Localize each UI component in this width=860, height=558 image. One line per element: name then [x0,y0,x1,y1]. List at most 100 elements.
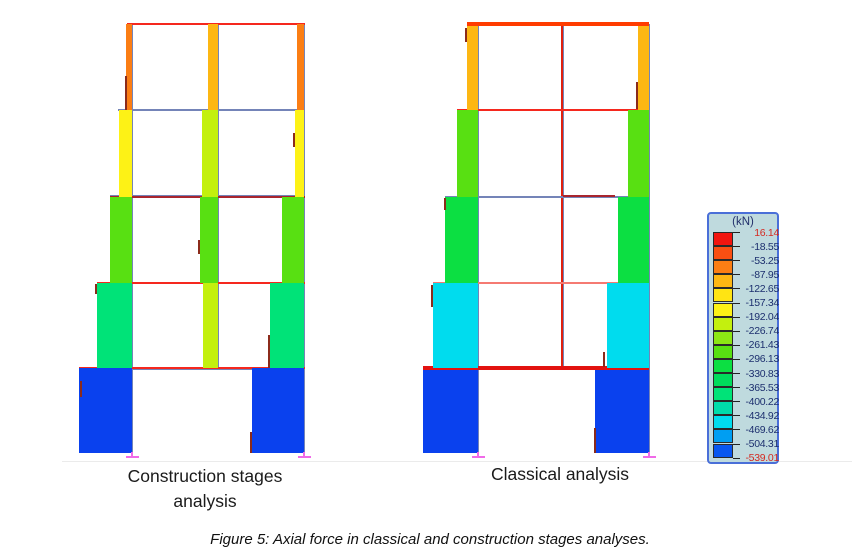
column-bar-left-story2 [97,283,132,368]
column-bar-right-story2 [607,283,649,368]
column-bar-right-story3 [282,197,304,283]
legend-tick [733,302,740,304]
legend-swatch [713,415,733,430]
column-line [649,24,650,453]
beam-floor1 [423,366,649,370]
legend-value: -539.01 [745,452,779,465]
legend-swatch [713,344,733,359]
column-bar-right-story1 [595,370,649,453]
legend-swatch [713,260,733,275]
beam-floor1 [79,369,305,370]
legend-value: -53.25 [751,254,779,267]
diagram-hook [465,28,467,42]
support-glyph [648,452,650,456]
column-bar-right-story4 [628,110,649,197]
legend-swatch [713,246,733,261]
beam-floor1 [79,367,305,369]
legend-tick [733,415,740,417]
legend-tick [733,373,740,374]
diagram-hook [636,82,638,109]
support-glyph [477,452,479,456]
label-construction-stages: Construction stages analysis [75,464,335,514]
column-bar-left-story1 [79,368,132,453]
legend-swatch [713,443,733,458]
column-bar-left-story4 [457,110,478,197]
column-bar-right-story4 [295,110,304,197]
support-glyph [303,452,305,456]
legend-value: -296.13 [745,353,779,366]
diagram-hook [603,352,605,367]
column-bar-left-story3 [110,197,132,283]
diagram-hook [594,428,596,453]
legend-tick [733,401,740,403]
column-bar-left-story5 [467,26,478,110]
column-bar-right-story5 [297,24,304,110]
diagram-hook [431,285,433,307]
legend-tick [733,288,740,290]
legend-swatch [713,429,733,444]
legend-swatch [713,316,733,331]
diagram-hook [268,335,270,368]
legend-swatch [713,274,733,289]
legend-value: -400.22 [745,395,779,408]
diagram-hook [444,198,446,210]
legend-swatch [713,387,733,402]
legend-value: -18.55 [751,240,779,253]
legend-value: -122.65 [745,282,779,295]
legend-tick [733,260,740,262]
beam-floor2 [433,282,649,284]
legend-tick [733,232,740,233]
legend-value: -226.74 [745,325,779,338]
legend-title: (kN) [732,216,754,228]
legend-swatch [713,232,733,247]
beam-roof [467,22,649,26]
force-legend: (kN) 16.14 -18.55 -53.25 -87.95 -122.65 -157.… [707,212,779,464]
legend-tick [733,358,740,360]
support-glyph [643,456,656,458]
legend-value: -434.92 [745,409,779,422]
legend-swatch [713,401,733,416]
column-bar-right-story5 [638,26,649,110]
beam-floor4 [457,109,649,111]
legend-value: -365.53 [745,381,779,394]
legend-value: -87.95 [751,268,779,281]
column-bar-mid-story2 [203,283,218,368]
diagram-hook [80,381,82,397]
beam-floor3 [563,195,615,197]
legend-swatch [713,288,733,303]
document-gridline [62,461,852,462]
diagram-hook [198,240,200,254]
label-construction-stages-line1: Construction stages [127,466,283,486]
legend-tick [733,316,740,318]
legend-value: -192.04 [745,311,779,324]
label-classical-analysis: Classical analysis [490,464,630,484]
support-glyph [298,456,311,458]
legend-value: 16.14 [754,226,779,239]
diagram-hook [95,284,97,294]
legend-swatch [713,330,733,345]
legend-value: -330.83 [745,367,779,380]
column-bar-left-story2 [433,283,478,368]
column-bar-right-story1 [252,368,304,453]
legend-tick [733,274,740,276]
legend-value: -261.43 [745,339,779,352]
legend-value: -469.62 [745,423,779,436]
support-glyph [126,456,139,458]
beam-floor2 [97,282,305,284]
beam-floor3 [445,196,649,198]
legend-tick [733,443,740,445]
legend-tick [733,246,740,248]
legend-tick [733,344,740,346]
diagram-hook [293,133,295,147]
legend-tick [733,457,740,459]
legend-tick [733,330,740,332]
legend-swatch [713,373,733,388]
column-bar-right-story3 [618,197,649,283]
legend-value: -504.31 [745,438,779,450]
diagram-hook [125,76,127,110]
column-line [132,24,133,453]
legend-tick [733,429,740,431]
legend-value: -157.34 [745,297,779,309]
